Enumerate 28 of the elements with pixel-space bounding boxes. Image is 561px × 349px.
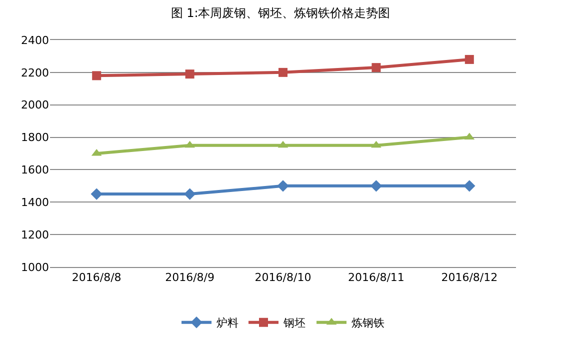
y-tick-label: 1400	[21, 196, 49, 209]
point	[370, 180, 382, 192]
point	[184, 140, 195, 148]
x-tick-label: 2016/8/11	[348, 271, 404, 284]
point	[185, 70, 194, 79]
point	[90, 188, 102, 200]
legend-label: 炼钢铁	[352, 316, 384, 330]
point	[92, 71, 102, 80]
legend-label: 炉料	[216, 316, 238, 330]
point	[277, 180, 289, 192]
y-tick-label: 1800	[21, 131, 49, 144]
y-tick-label: 1000	[21, 260, 49, 274]
x-tick-label: 2016/8/8	[72, 271, 122, 284]
point	[278, 68, 288, 77]
x-tick-label: 2016/8/10	[254, 271, 312, 284]
y-tick-label: 2400	[21, 34, 49, 47]
point	[464, 180, 476, 192]
x-tick-label: 2016/8/12	[441, 271, 498, 284]
x-tick-label: 2016/8/9	[165, 271, 215, 284]
y-tick-label: 2200	[21, 66, 49, 80]
point	[464, 54, 474, 64]
point	[372, 63, 381, 72]
legend-label: 钢坯	[282, 316, 306, 330]
chart-title: 图 1:本周废钢、钢坯、炼钢铁价格走势图	[170, 6, 390, 20]
y-tick-label: 1600	[21, 164, 49, 177]
y-tick-label: 1200	[21, 228, 49, 242]
y-tick-label: 2000	[21, 98, 49, 112]
point	[371, 140, 382, 148]
